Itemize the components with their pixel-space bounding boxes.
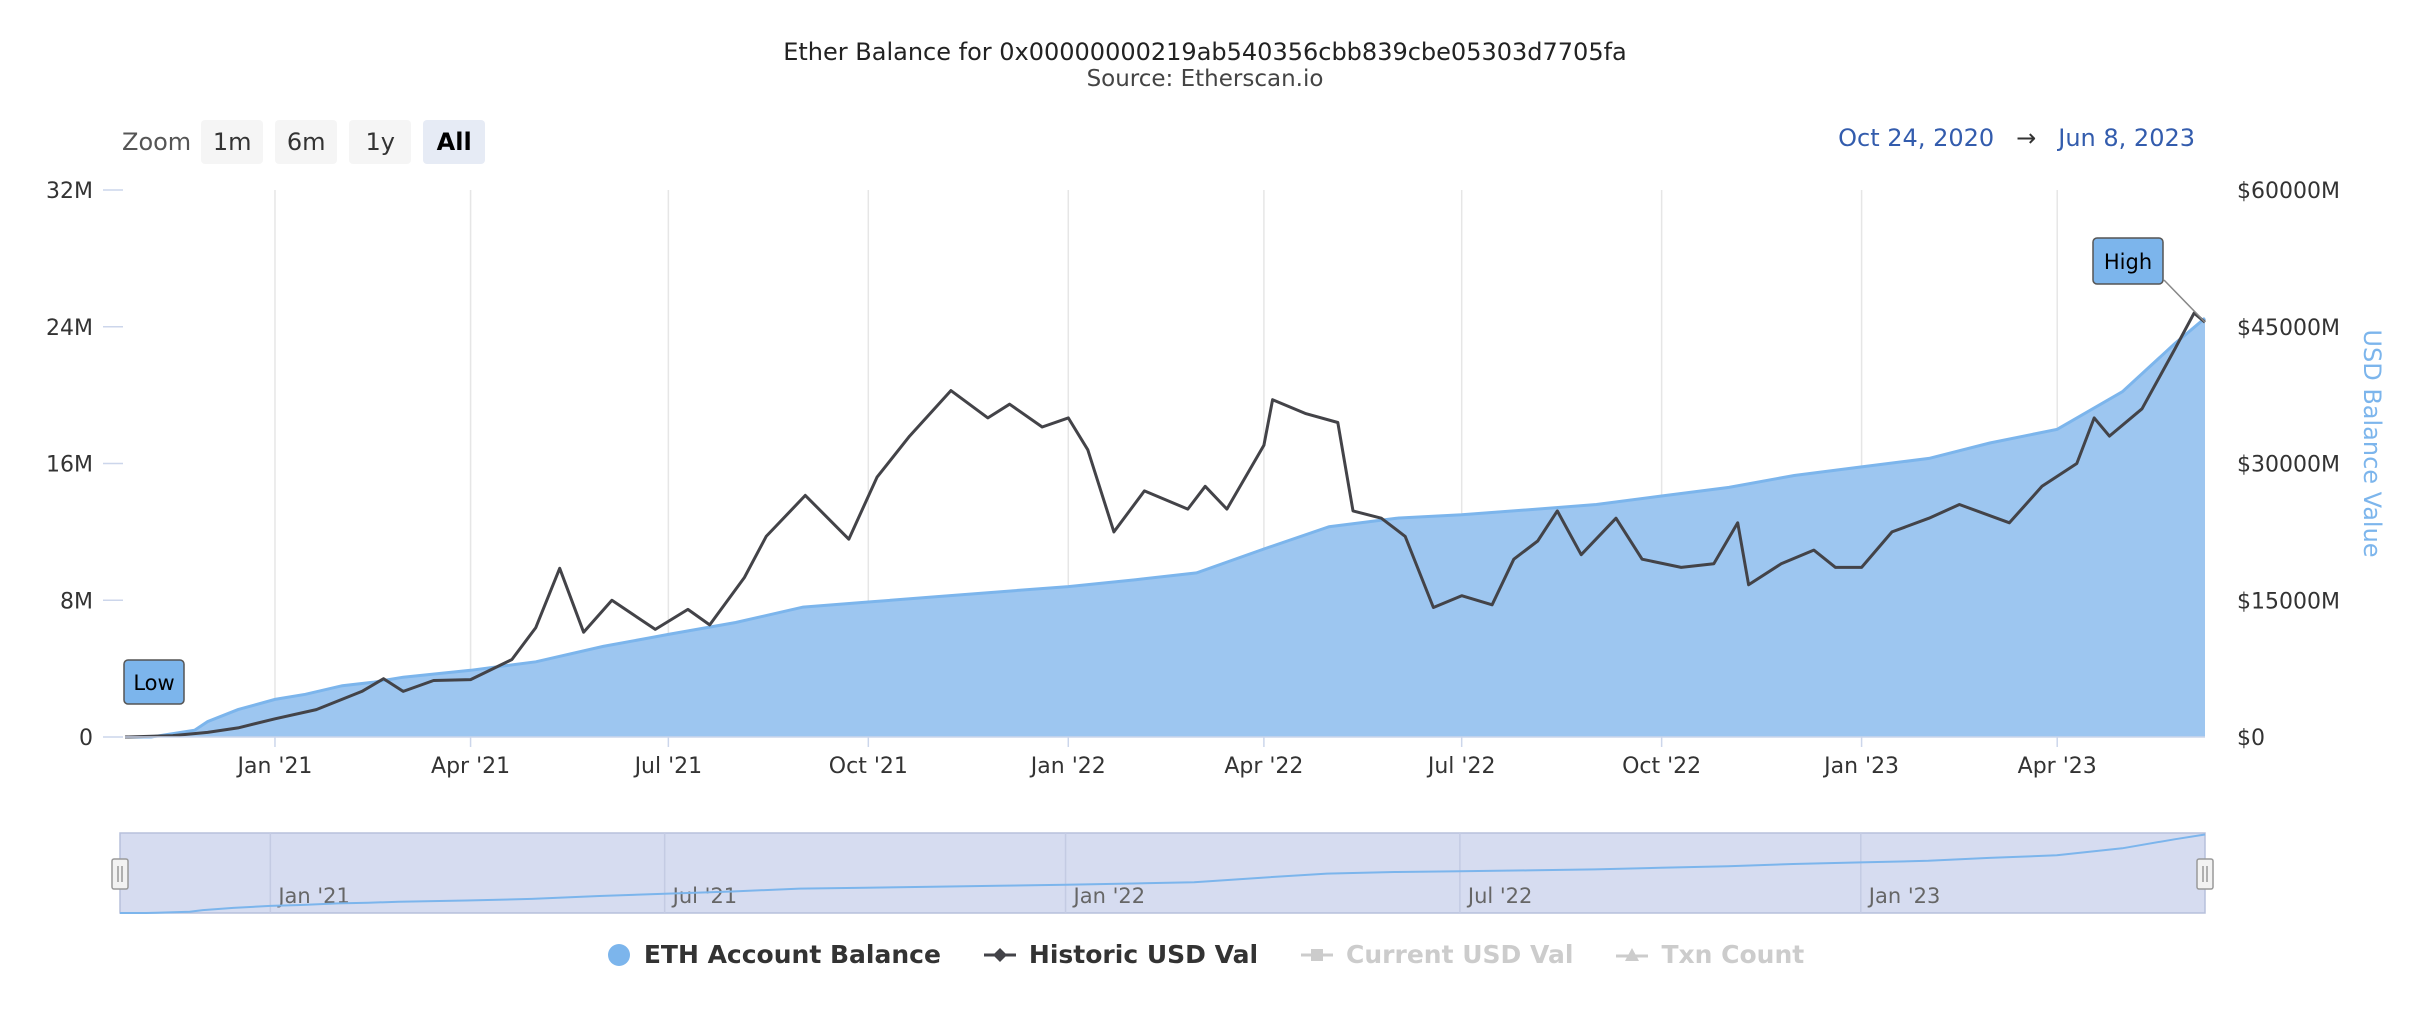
legend-label: Txn Count (1661, 940, 1805, 969)
eth-balance-area (125, 318, 2205, 737)
triangle-line-icon (1616, 947, 1649, 961)
navigator-left-handle[interactable] (111, 858, 129, 890)
x-tick-label: Jan '22 (1029, 754, 1106, 779)
zoom-label: Zoom (122, 128, 192, 156)
zoom-controls: Zoom 1m 6m 1y All (122, 120, 497, 164)
x-tick-label: Apr '23 (2018, 754, 2097, 779)
legend-label: ETH Account Balance (643, 940, 941, 969)
square-line-icon (1301, 948, 1334, 961)
navigator-tick-label: Jan '22 (1072, 884, 1146, 908)
navigator-mask (119, 832, 2206, 914)
chart-subtitle: Source: Etherscan.io (1086, 66, 1324, 92)
range-arrow: → (2016, 124, 2037, 152)
low-flag-label: Low (133, 671, 174, 695)
y-left-tick-label: 24M (46, 316, 93, 341)
x-tick-label: Apr '22 (1224, 754, 1303, 779)
legend-item-historic-usd[interactable]: Historic USD Val (983, 940, 1258, 969)
high-flag-connector (2163, 279, 2206, 323)
navigator-series-line (120, 833, 2206, 914)
eth-balance-line (125, 317, 2206, 739)
date-range: Oct 24, 2020 → Jun 8, 2023 (1838, 124, 2195, 152)
chart-title: Ether Balance for 0x00000000219ab540356c… (783, 38, 1627, 66)
diamond-line-icon (983, 947, 1016, 962)
y-right-axis-title: USD Balance Value (2358, 329, 2386, 557)
zoom-1m-button[interactable]: 1m (201, 120, 264, 164)
legend-item-txn-count[interactable]: Txn Count (1615, 940, 1804, 969)
navigator-tick-label: Jul '21 (671, 884, 738, 908)
navigator-right-handle[interactable] (2196, 858, 2214, 890)
zoom-6m-button[interactable]: 6m (275, 120, 338, 164)
legend-item-eth-balance[interactable]: ETH Account Balance (606, 940, 941, 969)
y-left-tick-label: 8M (60, 589, 93, 614)
x-tick-label: Jul '22 (1426, 754, 1496, 779)
y-right-tick-label: $30000M (2237, 453, 2340, 478)
y-left-tick-label: 0 (79, 726, 93, 751)
high-flag-label: High (2104, 250, 2152, 274)
y-right-tick-label: $0 (2237, 726, 2265, 751)
x-tick-label: Jan '21 (235, 754, 312, 779)
x-tick-label: Oct '21 (829, 754, 908, 779)
handle-body (2196, 858, 2214, 890)
legend-label: Current USD Val (1346, 940, 1574, 969)
historic-usd-line (124, 311, 2206, 739)
legend-item-current-usd[interactable]: Current USD Val (1300, 940, 1573, 969)
y-left-tick-label: 32M (46, 179, 93, 204)
y-right-tick-label: $45000M (2237, 316, 2340, 341)
legend-label: Historic USD Val (1028, 940, 1259, 969)
navigator-tick-label: Jul '22 (1466, 884, 1533, 908)
zoom-1y-button[interactable]: 1y (349, 120, 412, 164)
low-flag (123, 659, 185, 705)
zoom-all-button[interactable]: All (423, 120, 486, 164)
x-tick-label: Apr '21 (431, 754, 510, 779)
high-flag (2092, 237, 2164, 285)
x-tick-label: Jan '23 (1822, 754, 1899, 779)
x-tick-label: Oct '22 (1622, 754, 1701, 779)
x-tick-label: Jul '21 (633, 754, 703, 779)
navigator-tick-label: Jan '21 (276, 884, 350, 908)
range-from[interactable]: Oct 24, 2020 (1838, 124, 1995, 152)
chart-legend: ETH Account Balance Historic USD Val Cur… (0, 940, 2410, 969)
y-left-tick-label: 16M (46, 453, 93, 478)
handle-body (111, 858, 129, 890)
y-right-tick-label: $60000M (2237, 179, 2340, 204)
range-to[interactable]: Jun 8, 2023 (2058, 124, 2195, 152)
y-right-tick-label: $15000M (2237, 589, 2340, 614)
circle-icon (607, 943, 630, 966)
navigator-tick-label: Jan '23 (1867, 884, 1941, 908)
